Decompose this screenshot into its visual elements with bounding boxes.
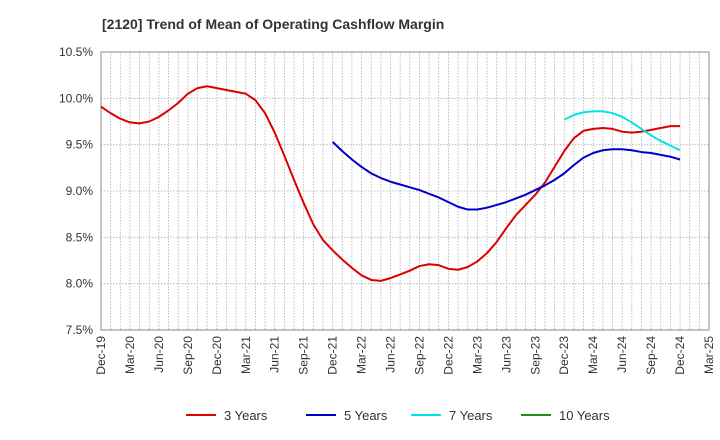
- y-tick-label: 8.0%: [66, 277, 94, 291]
- grid-layer: [101, 52, 709, 330]
- x-tick-label: Sep-23: [528, 336, 542, 375]
- x-tick-label: Mar-23: [470, 336, 484, 374]
- legend-layer: 3 Years 5 Years 7 Years 10 Years: [186, 408, 610, 423]
- x-tick-label: Dec-21: [326, 336, 340, 375]
- y-tick-label: 9.0%: [66, 184, 94, 198]
- x-tick-label: Jun-22: [384, 336, 398, 373]
- x-tick-label: Mar-24: [586, 336, 600, 374]
- x-tick-label: Dec-22: [441, 336, 455, 375]
- axis-layer: 10.5% 10.0% 9.5% 9.0% 8.5% 8.0% 7.5%Dec-19 Mar-…: [59, 45, 716, 375]
- x-tick-label: Dec-24: [673, 336, 687, 375]
- x-tick-label: Jun-24: [615, 336, 629, 373]
- y-tick-label: 9.5%: [66, 138, 94, 152]
- series-line-5-years: [331, 141, 681, 211]
- chart-title: [2120] Trend of Mean of Operating Cashfl…: [102, 16, 445, 32]
- y-tick-label: 7.5%: [66, 323, 94, 337]
- series-line-3-years: [100, 85, 681, 282]
- x-tick-label: Sep-21: [297, 336, 311, 375]
- y-tick-label: 10.0%: [59, 91, 93, 105]
- x-tick-label: Dec-19: [94, 336, 108, 375]
- x-tick-label: Sep-22: [412, 336, 426, 375]
- legend-label: 7 Years: [449, 408, 493, 423]
- series-line-7-years: [563, 110, 681, 152]
- x-tick-label: Mar-25: [702, 336, 716, 374]
- y-tick-label: 10.5%: [59, 45, 93, 59]
- x-tick-label: Jun-20: [152, 336, 166, 373]
- y-tick-label: 8.5%: [66, 230, 94, 244]
- legend-label: 3 Years: [224, 408, 268, 423]
- x-tick-label: Sep-24: [644, 336, 658, 375]
- x-tick-label: Sep-20: [181, 336, 195, 375]
- x-tick-label: Mar-21: [239, 336, 253, 374]
- series-layer: [100, 85, 681, 282]
- x-tick-label: Dec-20: [210, 336, 224, 375]
- legend-label: 5 Years: [344, 408, 388, 423]
- legend-label: 10 Years: [559, 408, 610, 423]
- x-tick-label: Jun-23: [499, 336, 513, 373]
- plot-frame: [100, 51, 710, 331]
- x-tick-label: Mar-20: [123, 336, 137, 374]
- x-tick-label: Dec-23: [557, 336, 571, 375]
- x-tick-label: Mar-22: [355, 336, 369, 374]
- x-tick-label: Jun-21: [268, 336, 282, 373]
